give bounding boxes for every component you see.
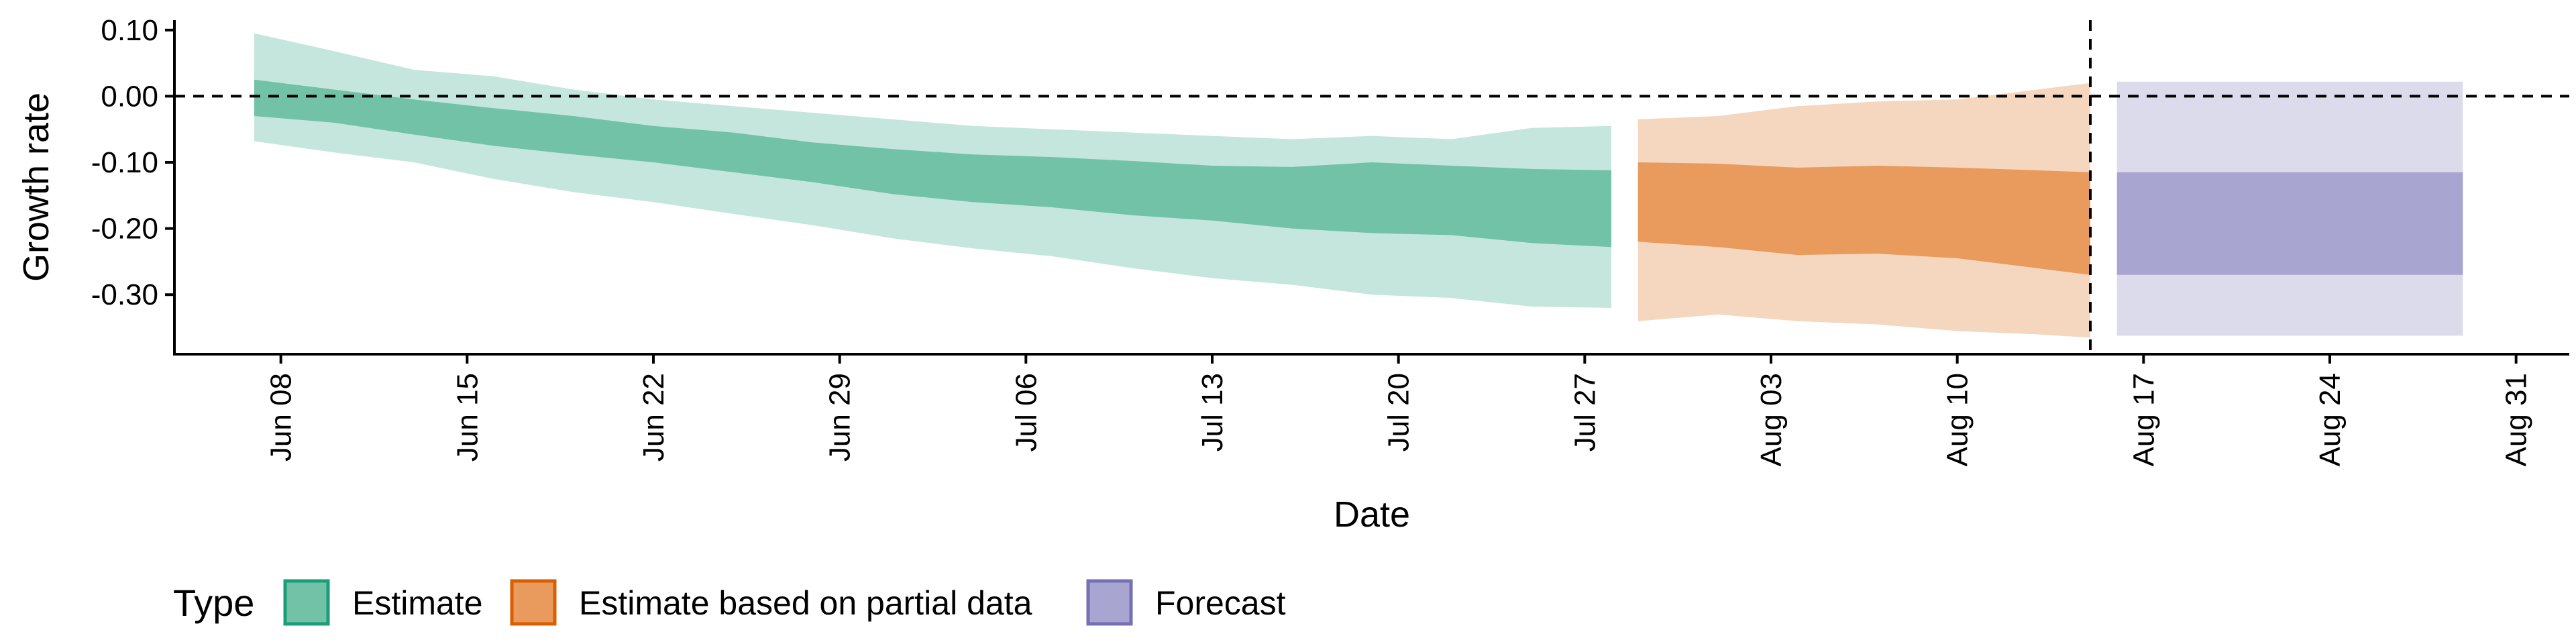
legend-label-1: Estimate based on partial data — [579, 584, 1032, 622]
band-inner-2 — [2116, 172, 2463, 275]
legend: Type Estimate Estimate based on partial d… — [173, 579, 1286, 626]
x-tick-label: Jun 22 — [637, 373, 670, 462]
x-tick-label: Aug 10 — [1941, 373, 1974, 466]
axes: 0.100.00-0.10-0.20-0.30 Jun 08 Jun 15 Jun … — [91, 14, 2569, 466]
band-inner-1 — [1638, 162, 2090, 275]
y-axis-title: Growth rate — [16, 93, 56, 282]
legend-label-0: Estimate — [352, 584, 483, 622]
legend-swatch-2 — [1086, 579, 1133, 626]
x-tick-label: Jun 29 — [824, 373, 857, 462]
legend-swatch-1 — [510, 579, 557, 626]
y-tick-label: -0.30 — [91, 278, 158, 311]
x-tick-label: Jul 27 — [1568, 373, 1601, 451]
band-inner-0 — [254, 79, 1611, 248]
x-tick-label: Jun 08 — [265, 373, 298, 462]
legend-swatch-0 — [283, 579, 330, 626]
legend-label-2: Forecast — [1155, 584, 1286, 622]
band-layer — [254, 33, 2463, 338]
y-ticks: 0.10 0.00 -0.10 -0.20 -0.30 — [91, 14, 174, 311]
y-tick-label: -0.10 — [91, 146, 158, 179]
y-tick-label: 0.10 — [101, 14, 158, 47]
y-tick-label: 0.00 — [101, 80, 158, 113]
x-tick-label: Jul 06 — [1010, 373, 1042, 451]
x-tick-label: Aug 24 — [2314, 373, 2347, 466]
reference-lines — [174, 20, 2569, 354]
x-tick-label: Aug 31 — [2500, 373, 2533, 466]
x-axis-title: Date — [1334, 494, 1410, 535]
x-ticks: Jun 08 Jun 15 Jun 22 Jun 29 Jul 06 Jul 13 Jul … — [265, 354, 2533, 466]
x-tick-label: Jun 15 — [451, 373, 484, 462]
x-tick-label: Jul 13 — [1196, 373, 1229, 451]
y-tick-label: -0.20 — [91, 213, 158, 246]
x-tick-label: Jul 20 — [1383, 373, 1415, 451]
legend-title: Type — [173, 582, 254, 624]
x-tick-label: Aug 03 — [1755, 373, 1788, 466]
x-tick-label: Aug 17 — [2127, 373, 2160, 466]
